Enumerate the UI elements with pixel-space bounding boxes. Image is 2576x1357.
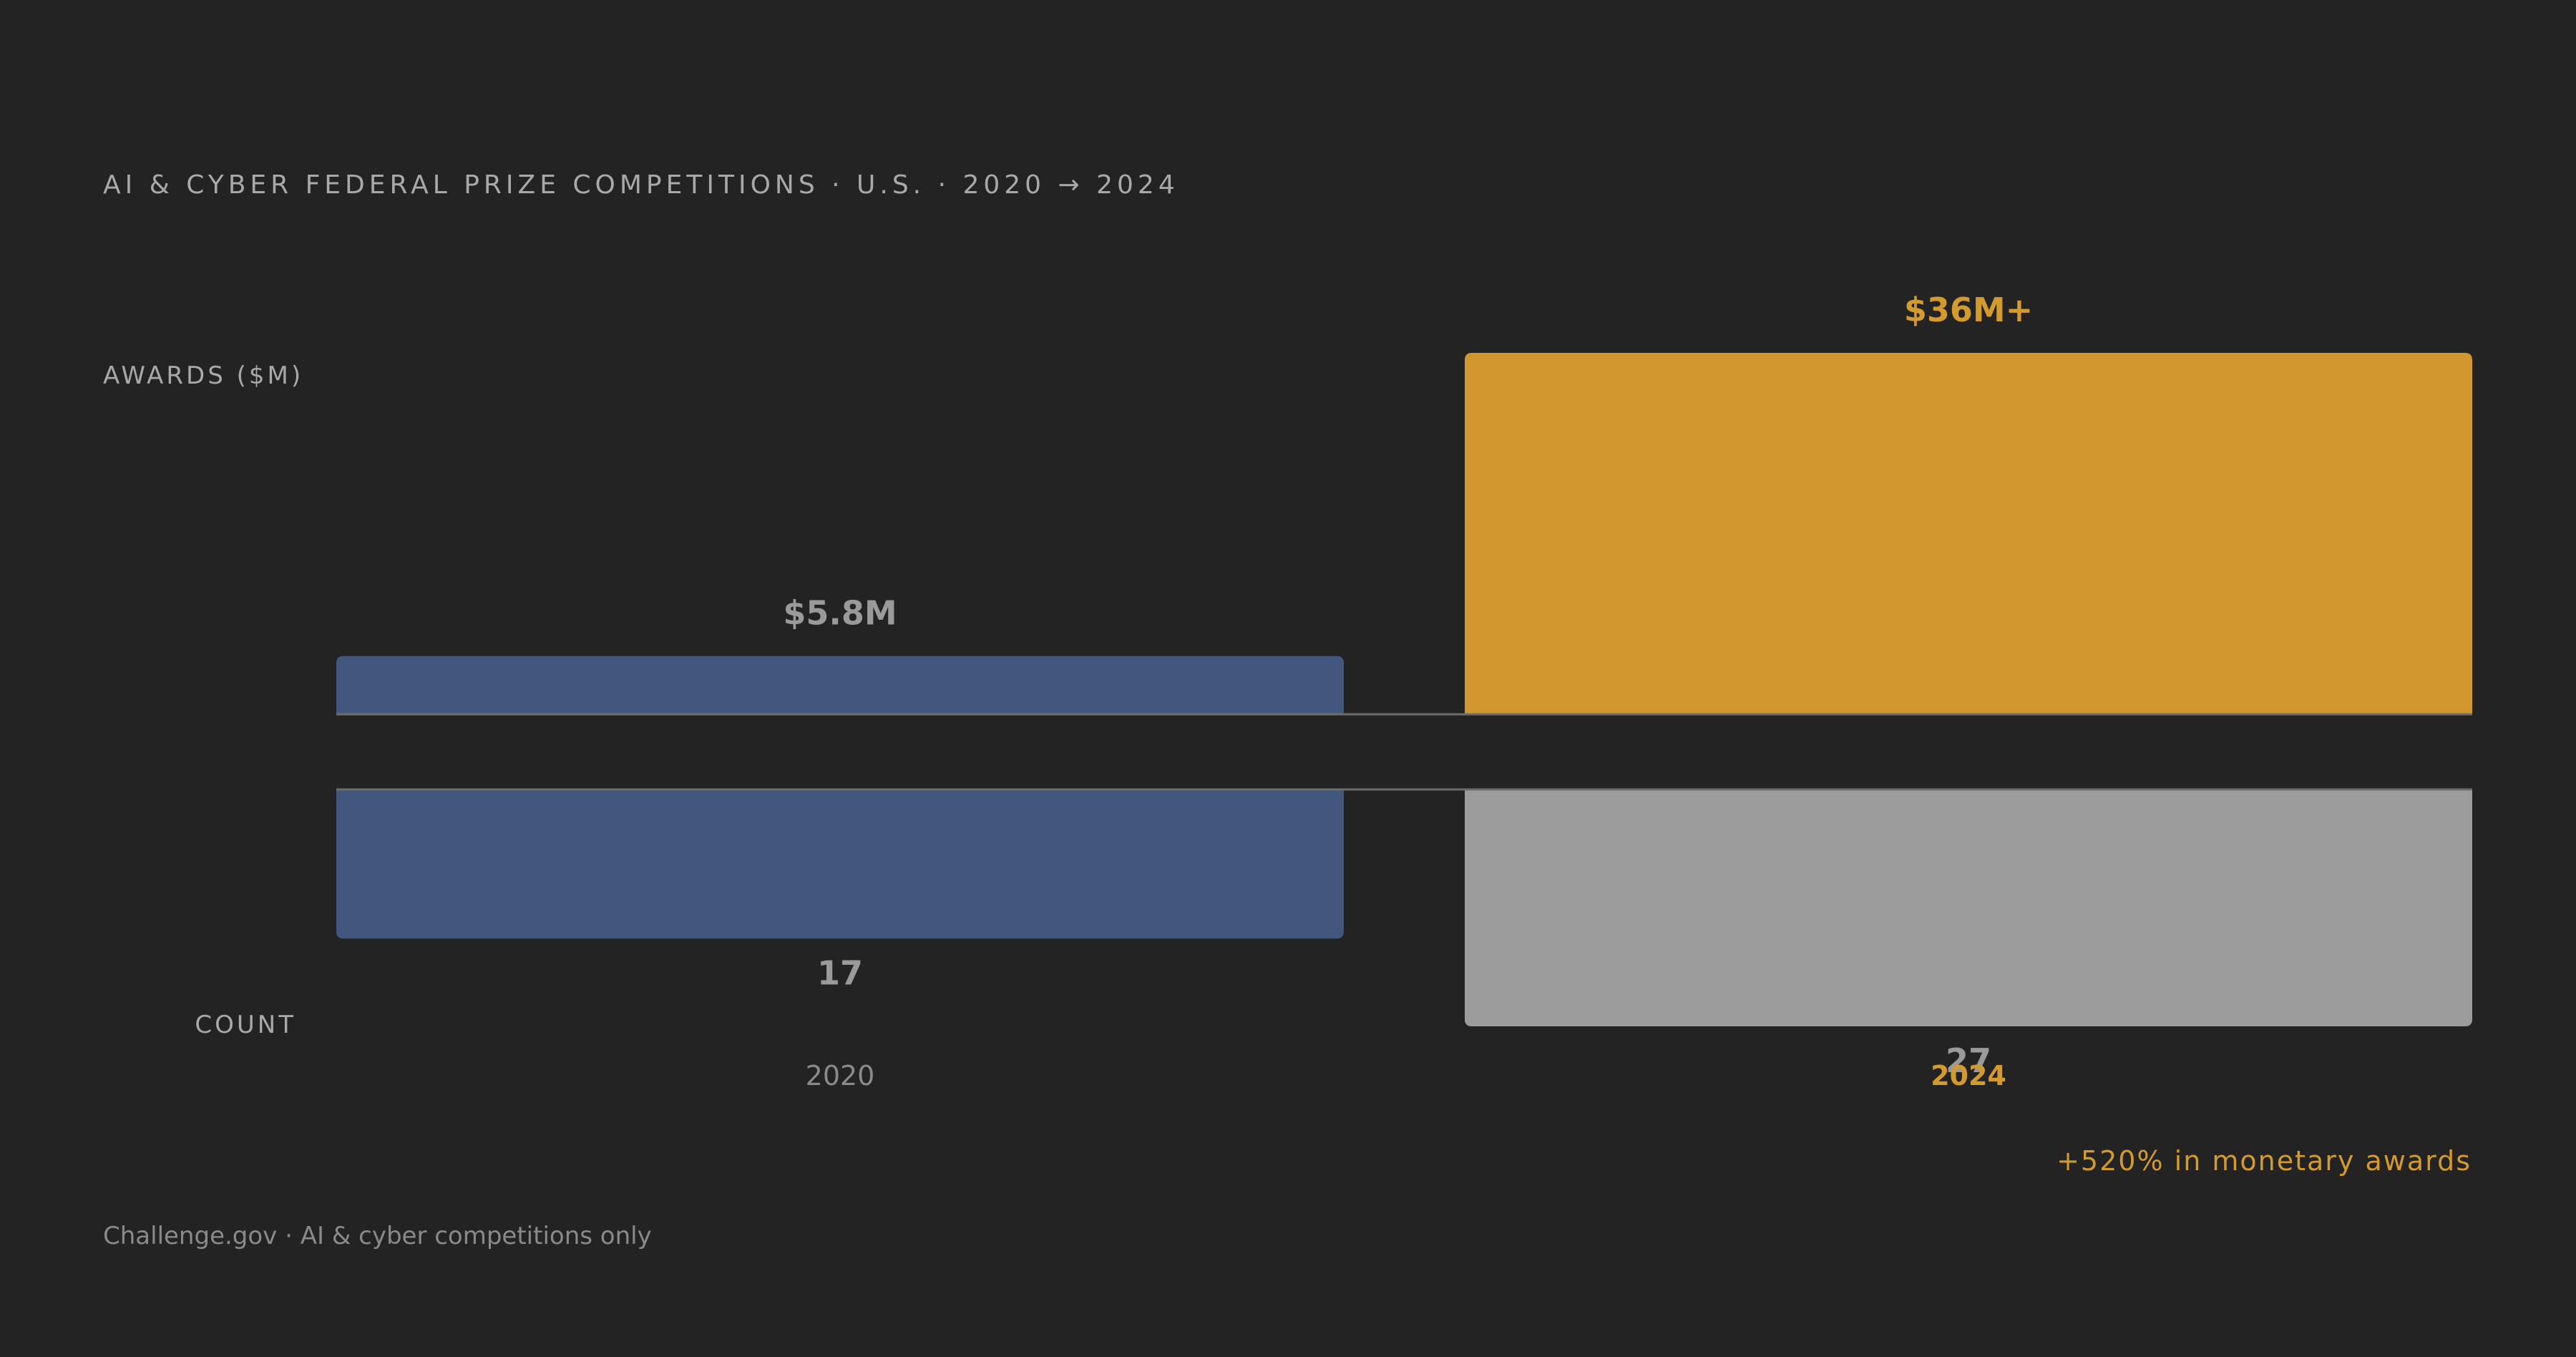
chart-title: AI & CYBER FEDERAL PRIZE COMPETITIONS · … [103,170,1179,200]
year-label-2024: 2024 [1931,1060,2006,1091]
awards-value-label-2020: $5.8M [783,594,897,633]
growth-note: +520% in monetary awards [2057,1145,2472,1177]
awards-axis-label: AWARDS ($M) [103,361,304,390]
count-bars [336,789,2472,1026]
count-axis-label: COUNT [195,1011,296,1039]
baselines [336,713,2472,791]
source-note: Challenge.gov · AI & cyber competitions … [103,1222,652,1250]
year-label-2020: 2020 [806,1060,875,1091]
count-bar-2020 [336,789,1344,939]
awards-bars [336,353,2472,714]
count-value-label-2020: 17 [817,953,863,992]
awards-value-label-2024: $36M+ [1904,291,2033,329]
awards-bar-2020 [336,656,1344,714]
count-bar-2024 [1465,789,2472,1026]
awards-bar-2024 [1465,353,2472,714]
count-value-label-2024: 27 [1946,1041,1991,1080]
